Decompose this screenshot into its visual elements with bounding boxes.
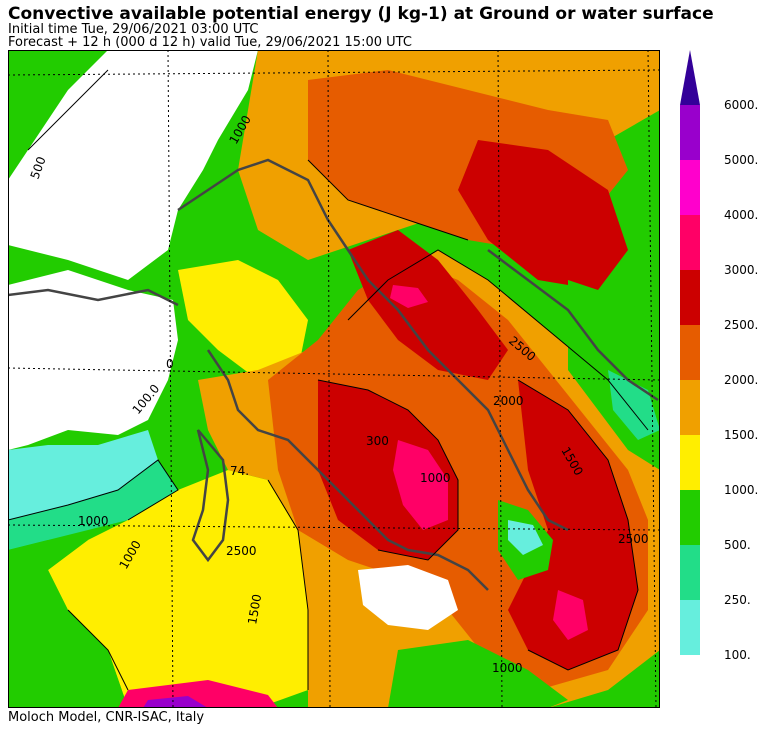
legend-swatch (680, 270, 700, 325)
nodata-region-west (8, 270, 178, 450)
legend-swatch (680, 325, 700, 380)
legend-swatch (680, 490, 700, 545)
legend-label: 2000. (724, 373, 758, 387)
legend-label: 5000. (724, 153, 758, 167)
legend-swatch (680, 215, 700, 270)
model-credit: Moloch Model, CNR-ISAC, Italy (8, 710, 205, 725)
region-5000-south-edge (143, 696, 208, 708)
legend-swatch (680, 380, 700, 435)
cape-map: 500 1000 0 100.0 1000 1000 2500 1500 300… (8, 50, 660, 708)
map-label-0: 0 (166, 357, 174, 371)
region-100-west (8, 430, 158, 520)
map-label-2500-sw: 2500 (226, 544, 257, 558)
region-3000-ionian (553, 590, 588, 640)
legend-label: 250. (724, 593, 751, 607)
legend-top-arrow (680, 50, 700, 105)
legend-swatch (680, 545, 700, 600)
map-label-300: 300 (366, 434, 389, 448)
region-500-south (388, 640, 568, 708)
coastlines (8, 158, 659, 591)
legend-label: 1000. (724, 483, 758, 497)
legend-label: 4000. (724, 208, 758, 222)
graticule (8, 50, 660, 708)
map-label-1500-sw: 1500 (245, 593, 264, 626)
map-label-2000-e: 2000 (493, 394, 524, 408)
region-2500-balkans (458, 140, 628, 290)
map-label-2500-se: 2500 (618, 532, 649, 546)
region-3000-tyrrhenian (393, 440, 448, 530)
region-2500-adriatic (348, 230, 508, 380)
region-2500-ionian (508, 380, 638, 670)
region-3000-adriatic (390, 285, 428, 308)
legend-swatch (680, 600, 700, 655)
legend-swatch (680, 435, 700, 490)
initial-time-label: Initial time Tue, 29/06/2021 03:00 UTC (8, 22, 259, 37)
region-1000-southwest (48, 470, 308, 708)
map-title: Convective available potential energy (J… (8, 4, 714, 24)
legend-label: 3000. (724, 263, 758, 277)
region-500-south-west-edge (8, 540, 128, 708)
legend-label: 1500. (724, 428, 758, 442)
map-label-1000-w: 1000 (78, 514, 109, 528)
map-frame (8, 50, 660, 708)
map-label-1000-e: 1000 (420, 471, 451, 485)
forecast-label: Forecast + 12 h (000 d 12 h) valid Tue, … (8, 35, 412, 50)
legend-label: 500. (724, 538, 751, 552)
map-label-74: 74. (230, 464, 249, 478)
region-500-northwest (8, 50, 108, 180)
legend-swatch (680, 160, 700, 215)
map-label-1000-s: 1000 (492, 661, 523, 675)
contour-lines (8, 69, 649, 691)
region-250-west (8, 460, 178, 550)
legend-label-top: 6000. (724, 98, 758, 112)
legend-label: 100. (724, 648, 751, 660)
region-1000-alps (178, 260, 308, 380)
legend-label: 2500. (724, 318, 758, 332)
nodata-region-south (358, 565, 458, 630)
region-250-east (608, 370, 660, 440)
color-legend: 6000. 5000. 4000. 3000. 2500. 2000. 1500. 1000.… (680, 50, 758, 660)
legend-swatch (680, 105, 700, 160)
